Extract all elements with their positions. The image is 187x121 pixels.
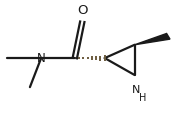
Polygon shape (135, 34, 170, 45)
Text: H: H (139, 93, 147, 103)
Text: N: N (132, 85, 141, 95)
Text: N: N (37, 52, 45, 65)
Text: O: O (77, 4, 88, 17)
